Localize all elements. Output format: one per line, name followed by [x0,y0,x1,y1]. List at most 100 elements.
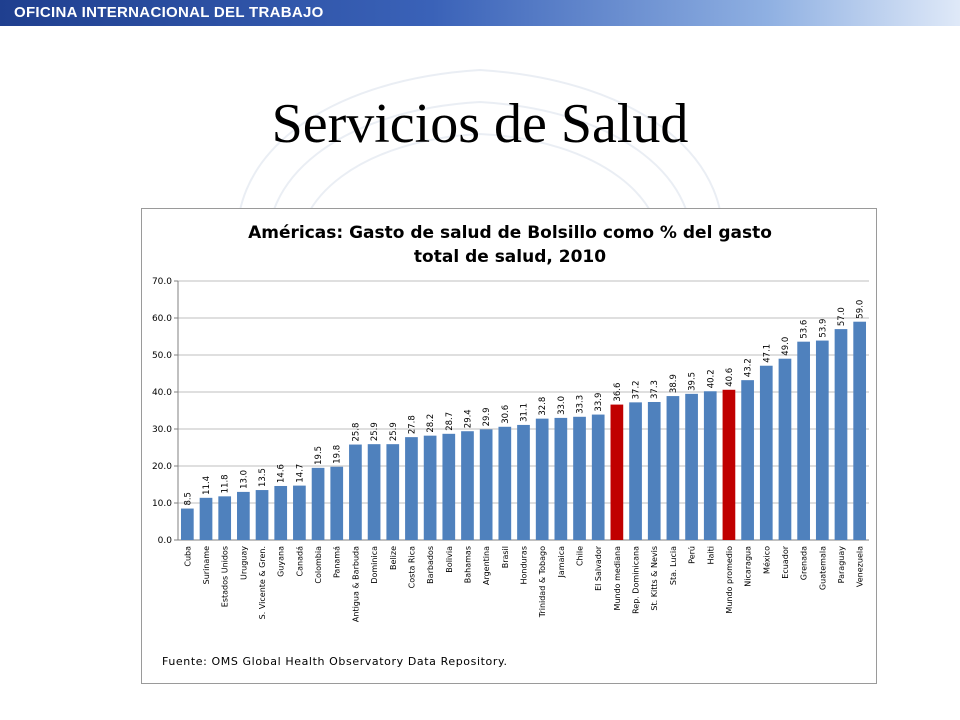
bar [237,491,250,540]
chart-container: Américas: Gasto de salud de Bolsillo com… [141,208,877,684]
bar-value-label: 25.9 [389,422,399,441]
bar-value-label: 53.6 [800,320,810,339]
category-label: Guyana [277,546,286,577]
bar-value-label: 8.5 [183,492,193,506]
category-label: El Salvador [594,545,603,591]
y-tick-label: 50.0 [152,351,172,361]
bar [498,426,512,540]
bar-value-label: 14.7 [295,464,305,483]
bar [685,393,698,540]
bar-value-label: 28.2 [426,414,436,433]
category-label: Guatemala [818,546,827,590]
category-label: Chile [576,546,585,566]
bar-value-label: 27.8 [407,415,417,434]
bar [199,497,213,540]
bar-value-label: 11.8 [221,474,231,493]
bar-value-label: 13.0 [239,470,249,489]
bar [517,424,530,540]
category-label: Trinidad & Tobago [538,546,547,618]
bar-value-label: 33.3 [576,395,586,414]
bar-value-label: 38.9 [669,374,679,393]
bar [218,496,232,540]
category-label: Mundo mediana [613,546,622,611]
bar-value-label: 19.5 [314,446,324,465]
category-label: Dominica [370,546,379,584]
bar [591,414,605,540]
bar [367,444,381,540]
bar [423,435,437,540]
bar [647,401,661,540]
bar [573,416,586,540]
bar [386,444,400,540]
bar-value-label: 37.2 [632,380,642,399]
bar [255,490,269,540]
y-tick-label: 70.0 [152,277,172,287]
bar [405,437,418,540]
category-label: S. Vicente & Gren. [258,546,267,619]
y-tick-label: 20.0 [152,462,172,472]
category-label: Rep. Dominicana [632,546,641,614]
bar-value-label: 14.6 [277,464,287,483]
chart-source-note: Fuente: OMS Global Health Observatory Da… [162,655,508,668]
chart-title-line-1: Américas: Gasto de salud de Bolsillo com… [248,223,772,243]
chart-title-line-2: total de salud, 2010 [413,247,607,267]
bar-value-label: 37.3 [650,380,660,399]
category-label: Canadá [295,546,304,577]
category-label: Bolivia [445,546,454,573]
category-label: Brasil [501,546,510,568]
bar-value-label: 36.6 [613,383,623,402]
bar [629,402,642,540]
bar [311,467,325,540]
bar [815,340,829,540]
category-label: Venezuela [856,546,865,587]
y-tick-label: 10.0 [152,499,172,509]
bar-value-label: 25.8 [351,423,361,442]
y-tick-label: 0.0 [158,536,173,546]
category-label: Bahamas [463,546,472,583]
category-label: Nicaragua [744,546,753,587]
category-label: Costa Rica [407,546,416,588]
category-label: Cuba [183,546,192,567]
highlighted-bar [722,389,736,540]
bar [853,321,867,540]
watermark-emblem [236,68,724,261]
bar [666,396,680,540]
bar [461,431,474,540]
bar-value-label: 49.0 [781,337,791,356]
bar-value-label: 32.8 [538,397,548,416]
category-label: Belize [389,546,398,570]
bar [274,485,288,540]
bar-value-label: 47.1 [762,344,772,363]
bar-value-label: 39.5 [688,372,698,391]
bar [554,417,568,540]
bar [535,418,549,540]
bar [741,380,754,540]
bar-value-label: 19.8 [333,445,343,464]
bar [834,329,848,540]
bar-value-label: 43.2 [744,358,754,377]
category-label: Barbados [426,546,435,584]
category-label: Perú [688,546,697,564]
bar [479,429,493,540]
category-label: Haiti [706,546,715,565]
category-label: Jamaica [557,546,566,579]
y-tick-label: 40.0 [152,388,172,398]
category-label: Paraguay [837,546,846,584]
chart-title: Américas: Gasto de salud de Bolsillo com… [142,221,878,269]
category-label: Honduras [520,546,529,585]
bar-value-label: 11.4 [202,476,212,495]
bar-value-label: 33.9 [594,393,604,412]
bar [759,365,773,540]
category-label: Mundo promedio [725,546,734,614]
bar-value-label: 13.5 [258,468,268,487]
bar [180,508,194,540]
bar [797,341,810,540]
slide-title: Servicios de Salud [271,93,689,155]
bar [349,444,362,540]
y-tick-label: 30.0 [152,425,172,435]
category-label: Antigua & Barbuda [351,546,360,622]
category-label: Argentina [482,546,491,585]
category-label: Suriname [202,546,211,584]
bar-value-label: 31.1 [520,403,530,422]
bar-value-label: 29.9 [482,407,492,426]
